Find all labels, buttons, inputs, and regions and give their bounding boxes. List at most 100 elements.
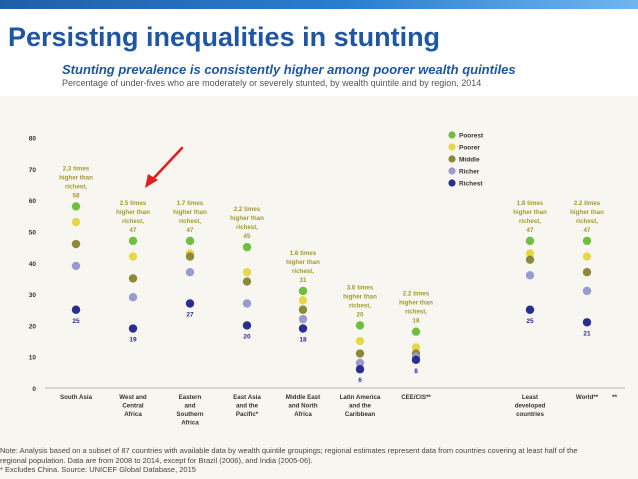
data-point-richest (582, 318, 592, 327)
data-point-poorer (242, 267, 252, 277)
data-point-richest (71, 305, 81, 314)
annotation-text: richest, (122, 218, 144, 225)
category-label: Eastern (179, 394, 202, 401)
annotation-text: 2.3 times (63, 165, 90, 172)
richest-value-label: 6 (358, 377, 362, 384)
footnote-line-2: regional population. Data are from 2008 … (0, 455, 313, 465)
annotation-text: 1.7 times (177, 200, 204, 207)
annotation-text: richest, (292, 268, 314, 275)
annotation-text: 58 (73, 192, 80, 199)
legend-swatch-middle (448, 155, 456, 163)
category-label: Africa (181, 420, 199, 427)
annotation-text: 20 (357, 311, 364, 318)
legend-label-poorer: Poorer (459, 145, 480, 152)
data-point-richer (242, 299, 252, 308)
annotation-text: 2.2 times (234, 206, 261, 213)
richest-value-label: 19 (129, 337, 137, 344)
category-label: countries (516, 411, 544, 418)
footnote: Note: Analysis based on a subset of 87 c… (0, 446, 632, 475)
annotation-text: 1.6 times (290, 250, 317, 257)
legend-label-richest: Richest (459, 181, 483, 188)
data-point-poorer (71, 217, 81, 227)
data-point-middle (185, 252, 195, 261)
richest-value-label: 27 (186, 311, 194, 318)
data-point-poorest (298, 286, 308, 296)
footnote-line-1: Note: Analysis based on a subset of 87 c… (0, 446, 578, 455)
annotation-text: higher than (116, 209, 150, 216)
data-point-poorer (411, 343, 421, 352)
category-label: West and (119, 394, 147, 401)
richest-value-label: 18 (299, 337, 307, 344)
chart-panel (0, 96, 638, 479)
annotation-text: 45 (244, 233, 251, 240)
data-point-poorest (582, 236, 592, 246)
annotation-text: 1.8 times (517, 200, 544, 207)
annotation-text: higher than (343, 293, 377, 300)
annotation-text: 47 (187, 227, 194, 234)
y-tick-label: 60 (29, 198, 37, 205)
legend-label-poorest: Poorest (459, 133, 484, 140)
data-point-poorer (128, 252, 138, 261)
y-tick-label: 0 (32, 386, 36, 393)
y-tick-label: 40 (29, 261, 37, 268)
annotation-text: 3.6 times (347, 284, 374, 291)
category-label: and the (236, 403, 259, 410)
data-point-richer (355, 358, 365, 368)
data-point-richest (411, 355, 421, 365)
category-label: Caribbean (345, 411, 375, 418)
data-point-middle (525, 255, 535, 264)
data-point-richer (582, 286, 592, 296)
annotation-text: richest, (405, 309, 427, 316)
data-point-richest (525, 305, 535, 314)
y-tick-label: 80 (29, 136, 37, 143)
data-point-poorest (525, 236, 535, 246)
highlight-arrow-head (145, 174, 158, 188)
page-title: Persisting inequalities in stunting (8, 22, 441, 52)
annotation-text: 2.2 times (403, 291, 430, 298)
data-point-poorer (525, 249, 535, 258)
y-tick-label: 50 (29, 230, 37, 237)
y-tick-label: 70 (29, 167, 37, 174)
category-label: Pacific* (236, 411, 259, 418)
category-label: Africa (294, 411, 312, 418)
category-label: CEE/CIS** (401, 394, 431, 401)
data-point-poorest (71, 202, 81, 211)
data-point-richer (525, 271, 535, 280)
category-label: and the (349, 403, 372, 410)
chart-caption: Percentage of under-fives who are modera… (62, 78, 482, 88)
richest-value-label: 25 (72, 318, 80, 325)
annotation-text: 18 (413, 318, 420, 325)
data-point-richer (128, 293, 138, 302)
axis-footnote-marker: ** (612, 394, 618, 401)
legend-swatch-poorest (448, 131, 456, 139)
data-point-richer (185, 267, 195, 277)
data-point-middle (582, 267, 592, 277)
y-tick-label: 10 (29, 355, 37, 362)
data-point-poorest (185, 236, 195, 246)
data-point-poorest (411, 327, 421, 336)
annotation-text: 2.2 times (574, 200, 601, 207)
category-label: developed (515, 403, 546, 410)
annotation-text: 47 (527, 227, 534, 234)
data-point-poorest (242, 242, 252, 252)
data-point-richest (298, 324, 308, 333)
annotation-text: richest, (519, 218, 541, 225)
annotation-text: higher than (513, 209, 547, 216)
category-label: Central (122, 403, 144, 410)
annotation-text: higher than (59, 174, 93, 181)
annotation-text: richest, (179, 218, 201, 225)
richest-value-label: 21 (583, 330, 591, 337)
annotation-text: richest, (576, 218, 598, 225)
annotation-text: 2.5 times (120, 200, 147, 207)
data-point-richest (185, 299, 195, 308)
data-point-middle (71, 239, 81, 249)
data-point-poorer (355, 336, 365, 346)
richest-value-label: 8 (414, 368, 418, 375)
footnote-line-3: * Excludes China. Source: UNICEF Global … (0, 465, 196, 474)
legend-label-middle: Middle (459, 157, 480, 164)
legend-label-richer: Richer (459, 169, 480, 176)
data-point-middle (242, 277, 252, 286)
data-point-poorer (582, 252, 592, 261)
y-tick-label: 20 (29, 323, 37, 330)
stunting-scatter-chart: 0 10 20 30 40 50 60 70 80 2.3 times higher than ric… (29, 131, 625, 427)
